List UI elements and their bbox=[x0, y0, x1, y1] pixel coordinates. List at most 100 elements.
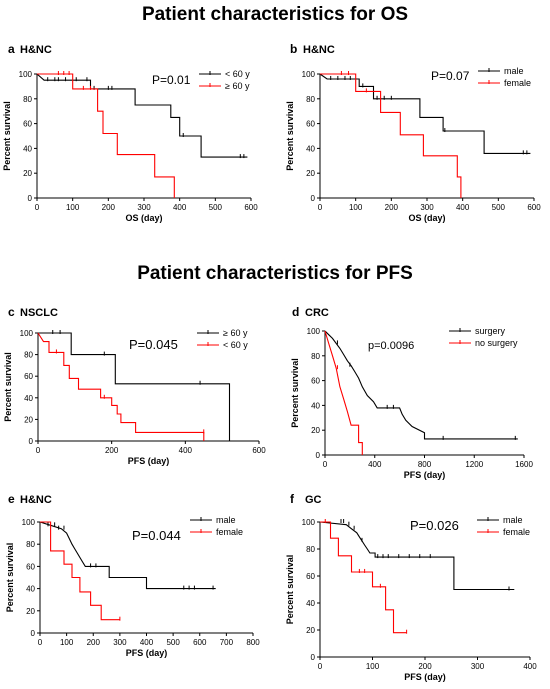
panel-letter: a bbox=[8, 42, 15, 56]
x-tick-label: 500 bbox=[166, 638, 180, 647]
legend-label: ≥ 60 y bbox=[223, 328, 248, 338]
survival-curve-group2 bbox=[37, 332, 205, 441]
p-value-annotation: P=0.026 bbox=[410, 518, 459, 533]
y-tick-label: 40 bbox=[24, 394, 33, 403]
legend-label: female bbox=[216, 527, 243, 537]
y-tick-label: 0 bbox=[28, 194, 33, 203]
y-tick-label: 20 bbox=[23, 169, 32, 178]
km-chart-c: c NSCLC 0 20 40 60 80 100 0 200 400 600 PFS (day) Per… bbox=[3, 305, 266, 466]
x-tick-label: 400 bbox=[173, 203, 187, 212]
y-axis-title: Percent survival bbox=[3, 352, 13, 422]
survival-curve-group1 bbox=[324, 330, 518, 440]
panel-title: GC bbox=[305, 494, 322, 506]
pfs-section-heading: Patient characteristics for PFS bbox=[137, 263, 413, 284]
x-axis-title: OS (day) bbox=[408, 213, 445, 223]
x-tick-label: 1200 bbox=[465, 460, 483, 469]
x-tick-label: 400 bbox=[456, 203, 470, 212]
survival-curve-group2 bbox=[324, 330, 363, 455]
y-tick-label: 60 bbox=[24, 372, 33, 381]
x-tick-label: 0 bbox=[35, 203, 40, 212]
legend-label: female bbox=[504, 78, 531, 88]
legend-label: < 60 y bbox=[223, 340, 248, 350]
legend-label: male bbox=[504, 66, 524, 76]
legend-label: ≥ 60 y bbox=[225, 81, 250, 91]
y-tick-label: 0 bbox=[311, 653, 316, 662]
km-chart-d: d CRC 0 20 40 60 80 100 0 400 800 1200 1600 PFS (day)… bbox=[290, 305, 533, 480]
survival-curve-group2 bbox=[37, 73, 175, 198]
x-tick-label: 600 bbox=[252, 446, 266, 455]
km-chart-e: e H&NC 0 20 40 60 80 100 0 100 200 300 400 500 600 700 8… bbox=[5, 492, 260, 658]
x-tick-label: 700 bbox=[220, 638, 234, 647]
x-tick-label: 400 bbox=[368, 460, 382, 469]
y-axis-title: Percent survival bbox=[290, 358, 300, 428]
panel-letter: f bbox=[290, 492, 295, 506]
legend-label: male bbox=[503, 515, 523, 525]
x-tick-label: 600 bbox=[527, 203, 541, 212]
legend-label: surgery bbox=[475, 326, 506, 336]
y-tick-label: 0 bbox=[29, 437, 34, 446]
y-tick-label: 80 bbox=[306, 95, 315, 104]
x-tick-label: 400 bbox=[523, 662, 537, 671]
panel-letter: e bbox=[8, 492, 15, 506]
x-tick-label: 800 bbox=[246, 638, 260, 647]
panel-letter: d bbox=[292, 305, 299, 319]
x-tick-label: 1600 bbox=[515, 460, 533, 469]
y-axis-title: Percent survival bbox=[2, 101, 12, 171]
panel-title: NSCLC bbox=[20, 307, 58, 319]
x-tick-label: 100 bbox=[60, 638, 74, 647]
x-tick-label: 400 bbox=[140, 638, 154, 647]
y-tick-label: 60 bbox=[306, 572, 315, 581]
x-tick-label: 300 bbox=[471, 662, 485, 671]
y-tick-label: 60 bbox=[306, 120, 315, 129]
y-tick-label: 100 bbox=[307, 327, 321, 336]
y-tick-label: 60 bbox=[26, 562, 35, 571]
survival-curve-group2 bbox=[320, 521, 407, 634]
survival-curve-group1 bbox=[38, 332, 231, 441]
y-axis-title: Percent survival bbox=[5, 543, 15, 613]
km-chart-a: a H&NC 0 20 40 60 80 100 0 100 200 300 400 500 600 OS (… bbox=[2, 42, 258, 223]
x-tick-label: 0 bbox=[323, 460, 328, 469]
y-tick-label: 100 bbox=[19, 70, 33, 79]
y-tick-label: 0 bbox=[31, 629, 36, 638]
x-tick-label: 200 bbox=[102, 203, 116, 212]
x-tick-label: 200 bbox=[385, 203, 399, 212]
y-tick-label: 20 bbox=[24, 415, 33, 424]
x-tick-label: 800 bbox=[418, 460, 432, 469]
x-tick-label: 300 bbox=[113, 638, 127, 647]
y-axis-title: Percent survival bbox=[285, 101, 295, 171]
x-tick-label: 500 bbox=[492, 203, 506, 212]
legend-label: female bbox=[503, 527, 530, 537]
km-chart-b: b H&NC 0 20 40 60 80 100 0 100 200 300 400 500 600 OS (… bbox=[285, 42, 541, 223]
y-tick-label: 100 bbox=[302, 518, 316, 527]
x-tick-label: 300 bbox=[420, 203, 434, 212]
y-tick-label: 40 bbox=[306, 599, 315, 608]
x-tick-label: 0 bbox=[318, 662, 323, 671]
y-tick-label: 60 bbox=[311, 377, 320, 386]
survival-curve-group1 bbox=[319, 73, 531, 154]
x-tick-label: 0 bbox=[36, 446, 41, 455]
os-section-heading: Patient characteristics for OS bbox=[141, 4, 409, 25]
legend-label: < 60 y bbox=[225, 69, 250, 79]
x-tick-label: 300 bbox=[137, 203, 151, 212]
y-tick-label: 20 bbox=[306, 169, 315, 178]
panel-letter: c bbox=[8, 305, 15, 319]
x-tick-label: 100 bbox=[366, 662, 380, 671]
p-value-annotation: P=0.07 bbox=[431, 69, 470, 83]
x-tick-label: 500 bbox=[209, 203, 223, 212]
y-tick-label: 80 bbox=[23, 95, 32, 104]
survival-curve-group1 bbox=[319, 521, 515, 591]
y-tick-label: 0 bbox=[311, 194, 316, 203]
survival-curve-group2 bbox=[320, 73, 462, 198]
y-tick-label: 40 bbox=[311, 401, 320, 410]
y-tick-label: 100 bbox=[22, 518, 36, 527]
legend-label: male bbox=[216, 515, 236, 525]
x-axis-title: PFS (day) bbox=[128, 456, 170, 466]
p-value-annotation: P=0.01 bbox=[152, 73, 191, 87]
x-tick-label: 100 bbox=[66, 203, 80, 212]
p-value-annotation: p=0.0096 bbox=[368, 340, 414, 352]
y-tick-label: 20 bbox=[306, 626, 315, 635]
survival-curve-group2 bbox=[40, 521, 120, 621]
x-tick-label: 200 bbox=[418, 662, 432, 671]
y-tick-label: 80 bbox=[24, 351, 33, 360]
